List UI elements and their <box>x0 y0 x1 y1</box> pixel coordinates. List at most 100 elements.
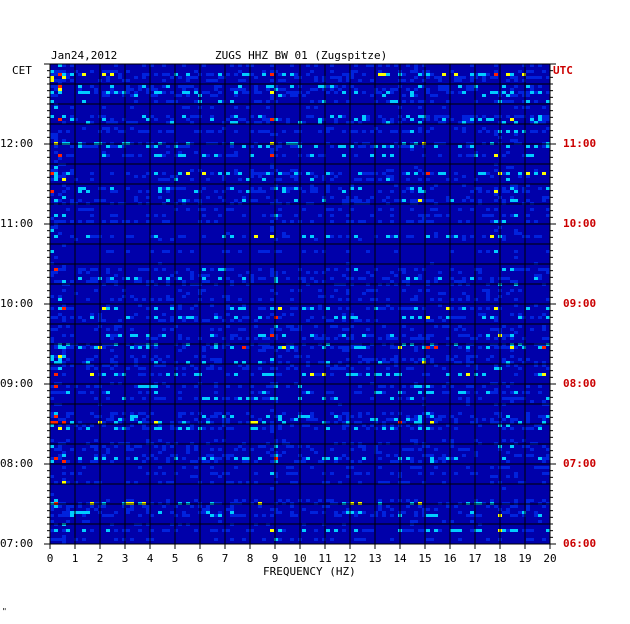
spectrogram-cell <box>126 445 130 448</box>
spectrogram-cell <box>102 220 106 223</box>
spectrogram-cell <box>382 358 386 361</box>
spectrogram-cell <box>122 277 126 280</box>
spectrogram-cell <box>86 190 90 193</box>
spectrogram-cell <box>350 208 354 211</box>
spectrogram-cell <box>214 538 218 541</box>
spectrogram-cell <box>486 73 490 76</box>
spectrogram-cell <box>518 421 522 424</box>
spectrogram-cell <box>374 418 378 421</box>
spectrogram-cell <box>90 424 94 427</box>
spectrogram-cell <box>302 337 306 340</box>
spectrogram-cell <box>226 481 230 484</box>
spectrogram-cell <box>238 79 242 82</box>
spectrogram-cell <box>142 460 146 463</box>
spectrogram-cell <box>202 214 206 217</box>
spectrogram-cell <box>322 85 326 88</box>
spectrogram-cell <box>474 418 478 421</box>
spectrogram-cell <box>154 385 158 388</box>
spectrogram-cell <box>382 325 386 328</box>
spectrogram-cell <box>238 421 242 424</box>
spectrogram-cell <box>530 130 534 133</box>
spectrogram-cell <box>538 415 542 418</box>
spectrogram-cell <box>206 505 210 508</box>
spectrogram-cell <box>494 364 498 367</box>
spectrogram-cell <box>510 289 514 292</box>
spectrogram-cell <box>278 499 282 502</box>
spectrogram-cell <box>214 361 218 364</box>
spectrogram-cell <box>118 427 122 430</box>
spectrogram-cell <box>286 499 290 502</box>
spectrogram-cell <box>222 235 226 238</box>
spectrogram-cell <box>102 115 106 118</box>
spectrogram-cell <box>466 397 470 400</box>
spectrogram-cell <box>182 154 186 157</box>
spectrogram-cell <box>514 130 518 133</box>
spectrogram-cell <box>334 460 338 463</box>
spectrogram-cell <box>378 115 382 118</box>
spectrogram-cell <box>274 70 278 73</box>
spectrogram-cell <box>394 454 398 457</box>
spectrogram-cell <box>418 289 422 292</box>
spectrogram-cell <box>450 277 454 280</box>
spectrogram-cell <box>446 355 450 358</box>
spectrogram-cell <box>166 130 170 133</box>
spectrogram-cell <box>342 427 346 430</box>
spectrogram-cell <box>358 178 362 181</box>
spectrogram-cell <box>434 508 438 511</box>
spectrogram-cell <box>310 184 314 187</box>
spectrogram-cell <box>422 454 426 457</box>
spectrogram-cell <box>362 424 366 427</box>
spectrogram-cell <box>194 115 198 118</box>
spectrogram-cell <box>254 319 258 322</box>
spectrogram-cell <box>202 415 206 418</box>
spectrogram-cell <box>94 454 98 457</box>
spectrogram-cell <box>110 187 114 190</box>
spectrogram-cell <box>490 499 494 502</box>
spectrogram-cell <box>62 64 66 67</box>
spectrogram-cell <box>58 199 62 202</box>
spectrogram-cell <box>542 325 546 328</box>
spectrogram-cell <box>334 175 338 178</box>
spectrogram-cell <box>146 190 150 193</box>
spectrogram-cell <box>246 121 250 124</box>
spectrogram-cell <box>270 472 274 475</box>
spectrogram-cell <box>150 298 154 301</box>
spectrogram-cell <box>514 418 518 421</box>
spectrogram-cell <box>230 346 234 349</box>
spectrogram-cell <box>214 472 218 475</box>
spectrogram-cell <box>350 76 354 79</box>
spectrogram-cell <box>274 238 278 241</box>
spectrogram-cell <box>518 268 522 271</box>
spectrogram-cell <box>54 214 58 217</box>
spectrogram-cell <box>302 235 306 238</box>
spectrogram-cell <box>66 208 70 211</box>
spectrogram-cell <box>210 328 214 331</box>
spectrogram-cell <box>78 73 82 76</box>
spectrogram-cell <box>290 418 294 421</box>
spectrogram-cell <box>350 85 354 88</box>
spectrogram-cell <box>262 427 266 430</box>
spectrogram-cell <box>222 319 226 322</box>
spectrogram-cell <box>378 391 382 394</box>
spectrogram-cell <box>442 106 446 109</box>
spectrogram-cell <box>226 385 230 388</box>
spectrogram-cell <box>110 70 114 73</box>
spectrogram-cell <box>274 481 278 484</box>
spectrogram-cell <box>362 130 366 133</box>
spectrogram-cell <box>346 268 350 271</box>
spectrogram-cell <box>130 499 134 502</box>
spectrogram-cell <box>466 298 470 301</box>
spectrogram-cell <box>50 100 54 103</box>
spectrogram-cell <box>454 421 458 424</box>
spectrogram-cell <box>74 292 78 295</box>
spectrogram-cell <box>310 415 314 418</box>
spectrogram-cell <box>546 196 550 199</box>
spectrogram-cell <box>374 448 378 451</box>
spectrogram-cell <box>110 145 114 148</box>
spectrogram-cell <box>390 427 394 430</box>
spectrogram-cell <box>542 118 546 121</box>
spectrogram-cell <box>238 445 242 448</box>
spectrogram-cell <box>274 439 278 442</box>
spectrogram-cell <box>306 271 310 274</box>
spectrogram-cell <box>482 316 486 319</box>
